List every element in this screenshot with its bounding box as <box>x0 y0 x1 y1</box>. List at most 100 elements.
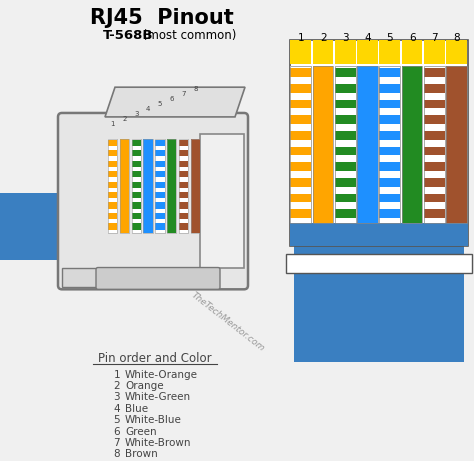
Bar <box>108 202 118 209</box>
Text: 8: 8 <box>453 33 460 43</box>
Text: 5: 5 <box>113 415 120 425</box>
Bar <box>313 66 334 223</box>
Text: 3: 3 <box>342 33 349 43</box>
Bar <box>380 131 400 140</box>
Bar <box>335 115 356 124</box>
Bar <box>335 178 356 187</box>
Text: White-Brown: White-Brown <box>125 438 191 448</box>
Bar <box>424 40 445 65</box>
Bar <box>424 66 445 223</box>
Bar <box>380 68 400 77</box>
FancyBboxPatch shape <box>58 113 248 290</box>
Bar <box>144 139 153 233</box>
Text: 1: 1 <box>110 121 115 127</box>
Bar <box>380 194 400 202</box>
Bar <box>424 178 445 187</box>
Text: 3: 3 <box>113 392 120 402</box>
Bar <box>132 182 141 188</box>
Bar <box>155 140 164 146</box>
Text: 2: 2 <box>122 116 127 122</box>
Bar <box>291 100 311 108</box>
Bar <box>380 66 400 223</box>
Bar <box>132 139 141 233</box>
Bar <box>179 140 188 146</box>
Bar <box>132 160 141 167</box>
Bar <box>62 267 106 287</box>
Text: White-Blue: White-Blue <box>125 415 182 425</box>
Bar <box>108 171 118 177</box>
Bar <box>179 182 188 188</box>
Bar <box>167 139 176 233</box>
Text: 1: 1 <box>298 33 304 43</box>
Bar <box>357 66 378 223</box>
Bar <box>120 139 129 233</box>
Bar <box>155 224 164 230</box>
Bar <box>424 131 445 140</box>
Bar <box>179 150 188 156</box>
Bar <box>132 171 141 177</box>
Bar <box>424 84 445 93</box>
Bar <box>191 139 200 233</box>
Text: 7: 7 <box>181 91 186 97</box>
Bar <box>155 171 164 177</box>
Bar <box>108 224 118 230</box>
Bar <box>132 192 141 198</box>
Bar <box>446 66 467 223</box>
Text: RJ45  Pinout: RJ45 Pinout <box>90 8 234 28</box>
Bar <box>132 150 141 156</box>
Bar <box>155 213 164 219</box>
Bar <box>132 140 141 146</box>
Bar <box>291 162 311 171</box>
Polygon shape <box>0 193 90 260</box>
Text: Orange: Orange <box>125 381 164 391</box>
Bar <box>108 140 118 146</box>
Bar <box>446 40 467 65</box>
Text: 3: 3 <box>134 111 138 117</box>
Bar <box>132 202 141 209</box>
Bar <box>380 178 400 187</box>
Bar <box>380 162 400 171</box>
Text: 6: 6 <box>409 33 415 43</box>
Bar <box>291 194 311 202</box>
Bar <box>424 68 445 77</box>
Bar <box>291 147 311 155</box>
Bar <box>380 40 400 65</box>
Bar <box>108 182 118 188</box>
Bar <box>335 66 356 223</box>
Bar <box>291 66 311 223</box>
Bar <box>335 100 356 108</box>
Bar <box>335 66 356 223</box>
Bar <box>402 66 422 223</box>
Bar <box>380 84 400 93</box>
Bar <box>335 68 356 77</box>
Bar <box>424 162 445 171</box>
Bar <box>155 192 164 198</box>
Text: 1: 1 <box>113 370 120 379</box>
Text: 4: 4 <box>146 106 150 112</box>
Text: 5: 5 <box>387 33 393 43</box>
Text: T-568B: T-568B <box>103 29 153 42</box>
Bar <box>291 66 311 223</box>
Polygon shape <box>105 87 245 117</box>
Text: 6: 6 <box>113 426 120 437</box>
Bar <box>179 213 188 219</box>
Bar <box>291 115 311 124</box>
Bar <box>191 139 200 233</box>
Bar <box>108 139 118 233</box>
Text: 4: 4 <box>365 33 371 43</box>
Text: White-Green: White-Green <box>125 392 191 402</box>
Bar <box>424 66 445 223</box>
Bar <box>132 139 141 233</box>
Bar <box>155 139 164 233</box>
Bar <box>132 213 141 219</box>
Bar <box>380 115 400 124</box>
Bar <box>380 147 400 155</box>
Bar <box>335 209 356 218</box>
Bar <box>132 224 141 230</box>
Bar <box>120 139 129 233</box>
Text: 5: 5 <box>158 101 162 107</box>
Bar <box>286 254 472 273</box>
Bar <box>179 192 188 198</box>
Text: Brown: Brown <box>125 449 158 459</box>
Text: 8: 8 <box>113 449 120 459</box>
